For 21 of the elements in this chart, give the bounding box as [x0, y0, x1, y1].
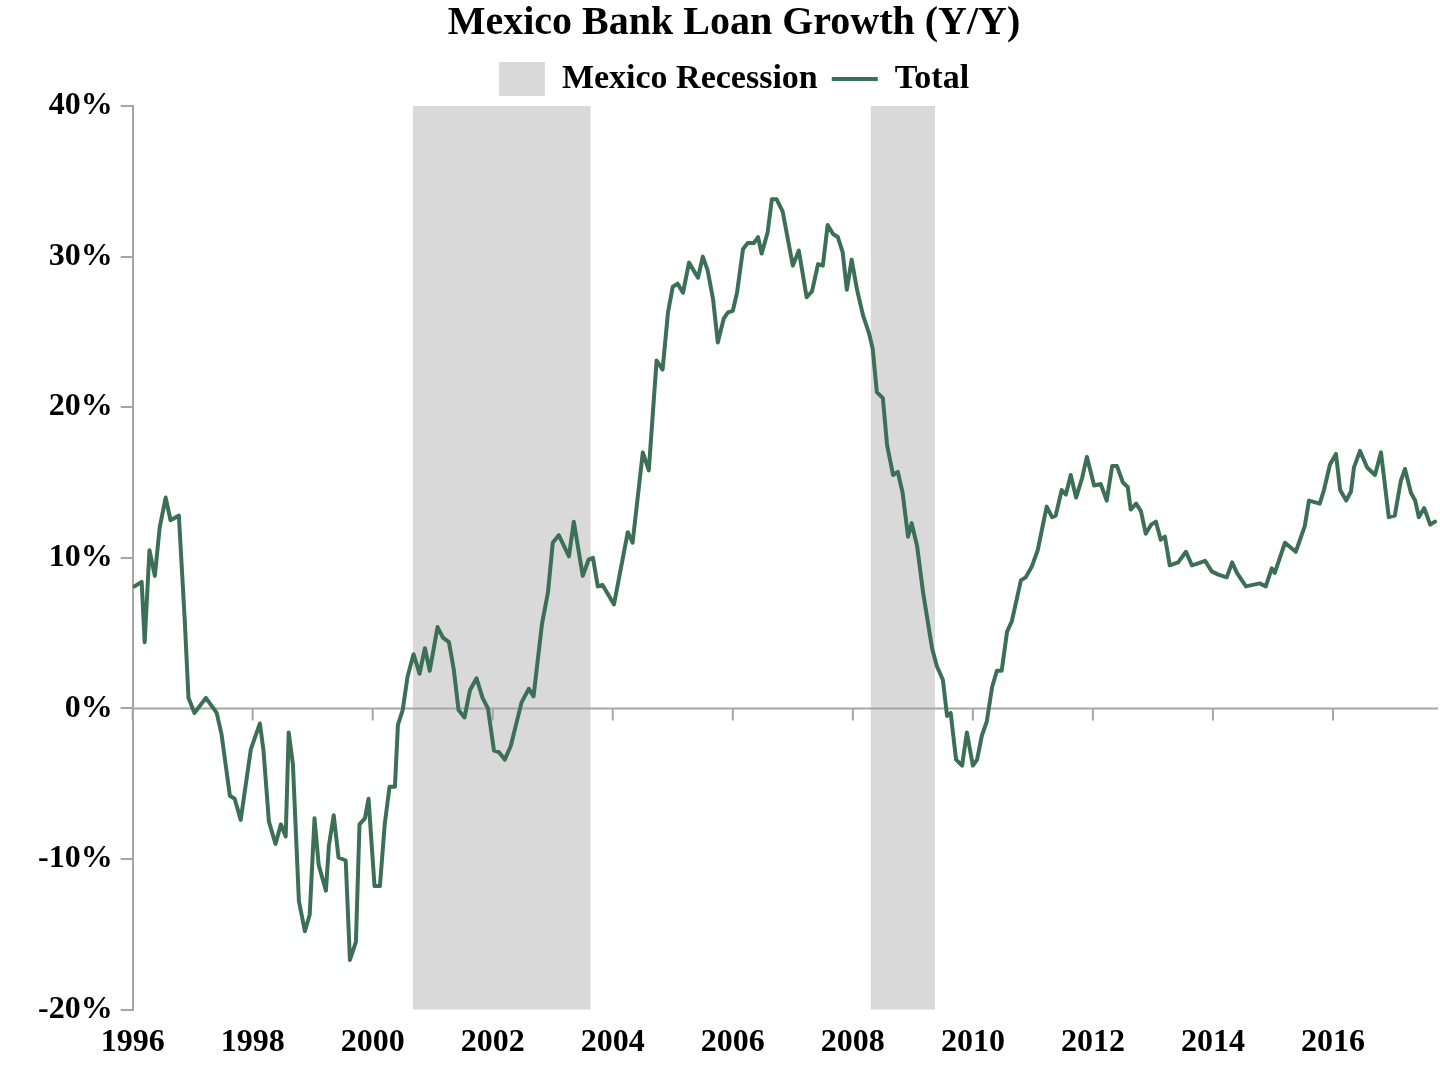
y-tick-label: 20% — [48, 386, 113, 423]
x-tick-label: 2012 — [1060, 1022, 1125, 1059]
x-tick-label: 2014 — [1180, 1022, 1245, 1059]
x-tick-label: 2010 — [940, 1022, 1005, 1059]
legend-label: Mexico Recession — [561, 57, 818, 95]
legend-label: Total — [894, 57, 970, 95]
y-tick-label: 10% — [48, 537, 113, 574]
y-tick-label: -10% — [38, 838, 113, 875]
x-tick-label: 2008 — [820, 1022, 885, 1059]
x-tick-label: 2004 — [580, 1022, 645, 1059]
x-tick-label: 2000 — [340, 1022, 405, 1059]
x-tick-label: 2016 — [1300, 1022, 1365, 1059]
x-tick-label: 1996 — [100, 1022, 165, 1059]
y-tick-label: 30% — [48, 235, 113, 272]
y-tick-label: -20% — [38, 988, 113, 1025]
y-tick-label: 0% — [64, 687, 113, 724]
x-tick-label: 2006 — [700, 1022, 765, 1059]
y-tick-label: 40% — [48, 85, 113, 122]
x-tick-label: 1998 — [220, 1022, 285, 1059]
x-tick-label: 2002 — [460, 1022, 525, 1059]
chart-title: Mexico Bank Loan Growth (Y/Y) — [447, 0, 1021, 44]
